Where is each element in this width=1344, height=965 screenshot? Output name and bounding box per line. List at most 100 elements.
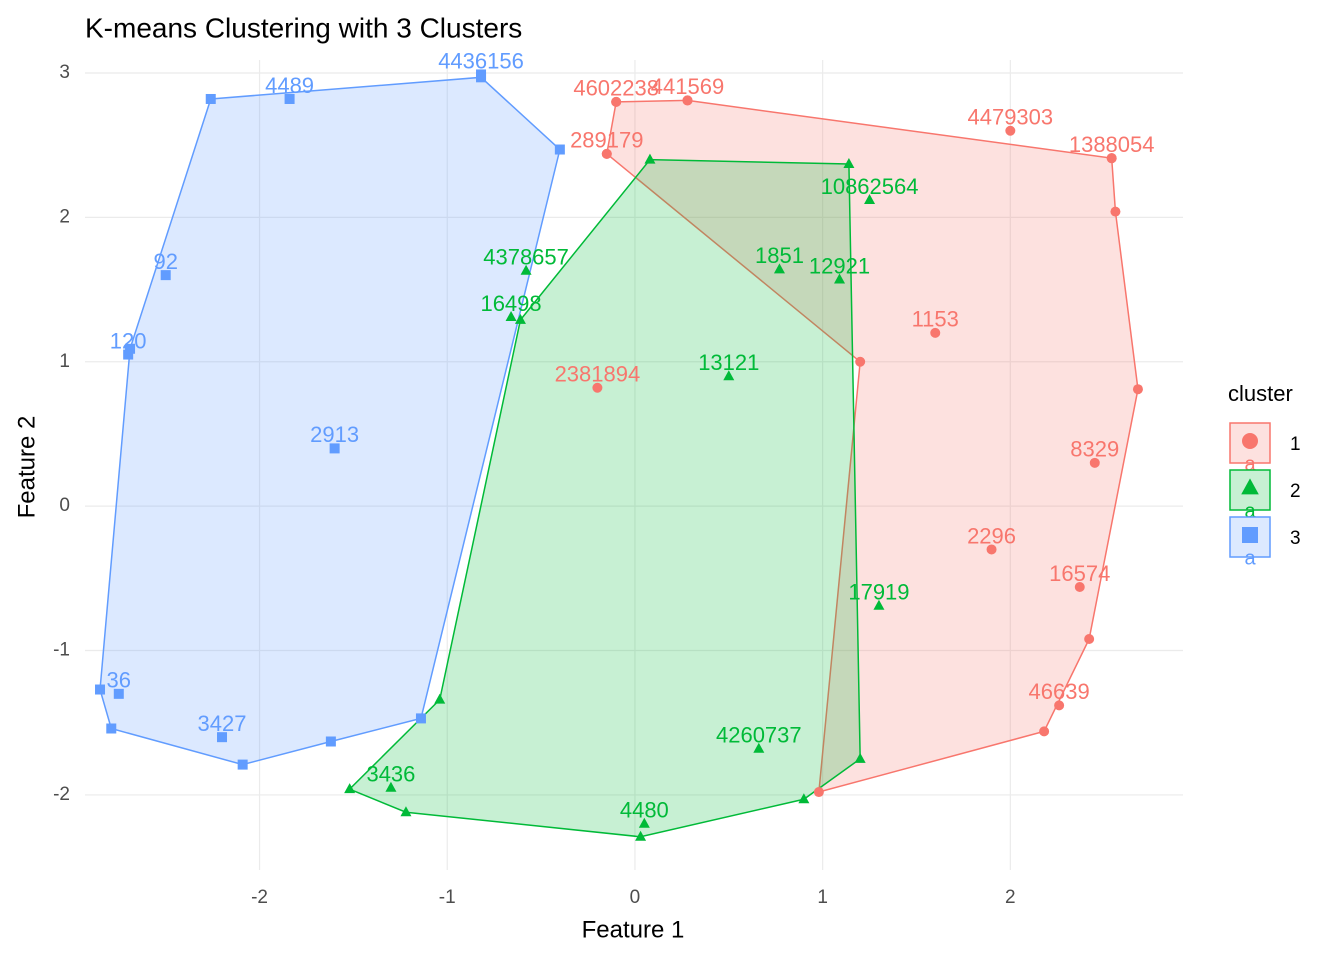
point [476, 69, 487, 80]
x-tick-label: -2 [251, 887, 268, 908]
hull-vertex [106, 723, 117, 734]
point [682, 95, 693, 106]
point [986, 544, 997, 555]
hull-vertex [1110, 206, 1121, 217]
legend-key-text: a [1244, 547, 1256, 569]
cluster-hull [99, 76, 561, 766]
legend-marker [1241, 478, 1259, 495]
point [123, 349, 134, 360]
point [520, 264, 532, 275]
point [723, 370, 735, 381]
hull-vertex [205, 93, 216, 104]
hull-vertex [798, 793, 810, 804]
hull-vertex [344, 783, 356, 794]
hull-vertex [95, 684, 106, 695]
point [113, 688, 124, 699]
point [329, 443, 340, 454]
legend-label: 2 [1290, 481, 1301, 502]
legend-marker [1242, 433, 1258, 449]
point [1005, 125, 1016, 136]
point-label: 2913 [310, 422, 359, 447]
point [611, 96, 622, 107]
hull-vertex [514, 313, 526, 324]
y-tick-label: 0 [59, 495, 70, 516]
point [601, 148, 612, 159]
y-tick-label: 2 [59, 206, 70, 227]
point-label: 4260737 [716, 723, 802, 748]
point [385, 781, 397, 792]
chart-title: K-means Clustering with 3 Clusters [85, 12, 522, 43]
hull-vertex [554, 144, 565, 155]
point-label: 120 [110, 328, 147, 353]
hull-vertex [635, 830, 647, 841]
hull-vertex [400, 806, 412, 817]
hull-vertex [1039, 726, 1050, 737]
hull-vertex [843, 157, 855, 168]
point [930, 327, 941, 338]
point [864, 194, 876, 205]
point-label: 3427 [198, 711, 247, 736]
point [873, 599, 885, 610]
hull-vertex [855, 356, 866, 367]
point [1089, 457, 1100, 468]
y-tick-label: -1 [53, 640, 70, 661]
point [284, 93, 295, 104]
x-tick-label: -1 [439, 887, 456, 908]
hull-vertex [237, 759, 248, 770]
point-label: 17919 [848, 580, 909, 605]
point [1054, 700, 1065, 711]
point [834, 273, 846, 284]
point-label: 2381894 [555, 362, 641, 387]
hull-vertex [854, 752, 866, 763]
point-label: 1153 [912, 307, 959, 332]
point-label: 1388054 [1069, 132, 1155, 157]
y-tick-label: -2 [53, 784, 70, 805]
point-label: 4602238 [573, 76, 659, 101]
hull-vertex [415, 713, 426, 724]
point-label: 16498 [480, 291, 541, 316]
point-label: 4378657 [483, 245, 569, 270]
point-label: 8329 [1070, 437, 1119, 462]
point-label: 4479303 [967, 105, 1053, 130]
legend-label: 1 [1290, 434, 1301, 455]
point-label: 4480 [620, 798, 669, 823]
legend-label: 3 [1290, 528, 1301, 549]
point-label: 4436156 [438, 48, 524, 73]
point-label: 441569 [651, 74, 724, 99]
legend-title: cluster [1228, 381, 1293, 406]
point [160, 270, 171, 281]
legend-marker [1242, 527, 1258, 543]
hull-vertex [1084, 633, 1095, 644]
point-label: 3436 [366, 762, 415, 787]
hull-vertex [644, 153, 656, 164]
point-label: 46639 [1029, 679, 1090, 704]
point-label: 2296 [967, 523, 1016, 548]
point [1074, 582, 1085, 593]
point-label: 1851 [755, 243, 804, 268]
x-tick-label: 1 [817, 887, 828, 908]
y-tick-label: 1 [59, 351, 70, 372]
point [773, 263, 785, 274]
point-label: 289179 [570, 128, 643, 153]
hull-vertex [325, 736, 336, 747]
point-label: 10862564 [821, 174, 919, 199]
hull-vertex [813, 787, 824, 798]
point-label: 12921 [809, 253, 870, 278]
point-label: 36 [107, 668, 131, 693]
x-tick-label: 0 [630, 887, 641, 908]
y-tick-label: 3 [59, 62, 70, 83]
point-label: 4489 [265, 73, 314, 98]
hull-vertex [1132, 384, 1143, 395]
point-label: 16574 [1049, 561, 1110, 586]
x-axis-label: Feature 1 [582, 916, 685, 943]
point [592, 382, 603, 393]
x-tick-label: 2 [1005, 887, 1016, 908]
point [505, 311, 517, 322]
point-label: 92 [153, 249, 177, 274]
grid [85, 60, 1183, 870]
hull-vertex [125, 343, 136, 354]
point-label: 13121 [698, 350, 759, 375]
point [753, 742, 765, 753]
